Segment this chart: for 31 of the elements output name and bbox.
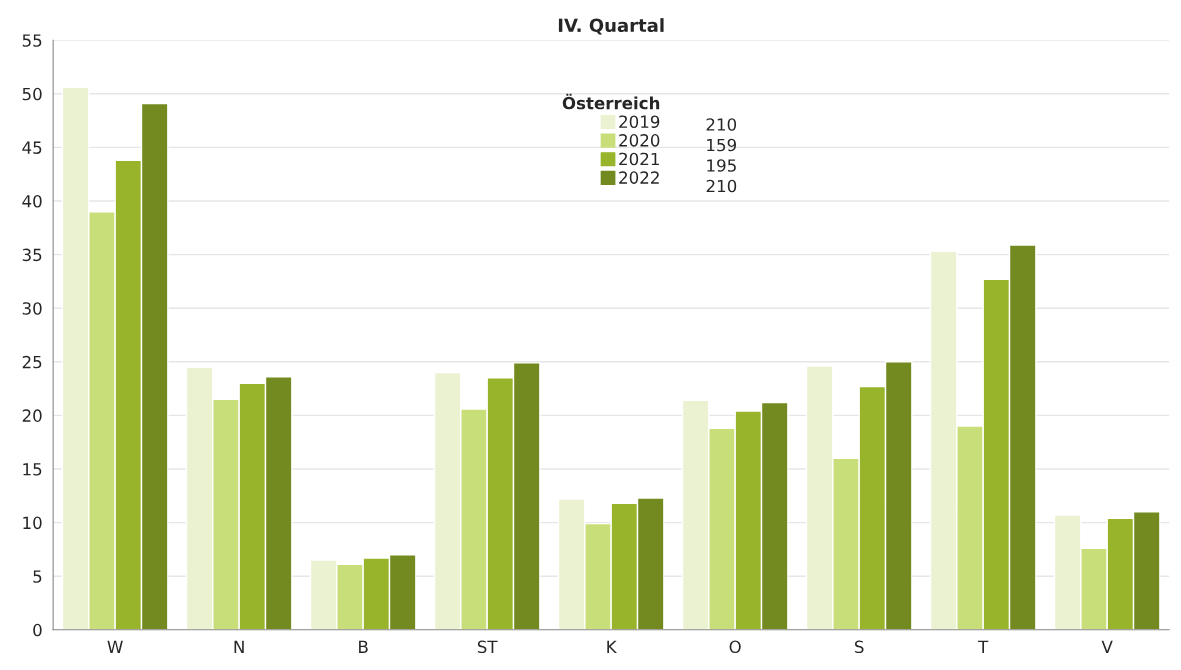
legend-label: 2022 (619, 171, 659, 184)
y-tick-label: 25 (22, 355, 42, 369)
x-tick-label: O (729, 640, 741, 654)
y-tick-label: 35 (22, 248, 42, 262)
y-tick-label: 0 (33, 623, 42, 637)
annotation: 210 (706, 118, 737, 131)
y-tick-label: 5 (33, 570, 42, 583)
annotation: 210 (706, 179, 737, 193)
chart-title: IV. Quartal (558, 18, 664, 35)
x-tick-label: V (1101, 640, 1113, 653)
y-tick-label: 40 (22, 194, 42, 208)
legend-label: 2020 (619, 134, 660, 147)
y-tick-label: 20 (22, 409, 42, 422)
y-tick-label: 55 (22, 34, 42, 47)
x-tick-label: T (978, 640, 989, 653)
y-tick-label: 10 (23, 516, 42, 530)
annotation: 159 (707, 138, 736, 152)
x-tick-label: N (234, 640, 244, 653)
y-tick-label: 45 (22, 141, 42, 154)
legend-title: Österreich (562, 93, 660, 110)
legend-label: 2019 (619, 115, 660, 128)
x-tick-label: S (854, 640, 864, 654)
y-tick-label: 50 (22, 87, 42, 101)
x-tick-label: K (607, 640, 617, 653)
legend-label: 2021 (619, 152, 659, 166)
y-tick-label: 15 (23, 463, 42, 476)
y-tick-label: 30 (22, 302, 42, 315)
x-tick-label: B (359, 640, 368, 653)
annotation: 195 (707, 159, 736, 172)
x-tick-label: W (107, 640, 123, 653)
x-tick-label: ST (477, 640, 498, 654)
